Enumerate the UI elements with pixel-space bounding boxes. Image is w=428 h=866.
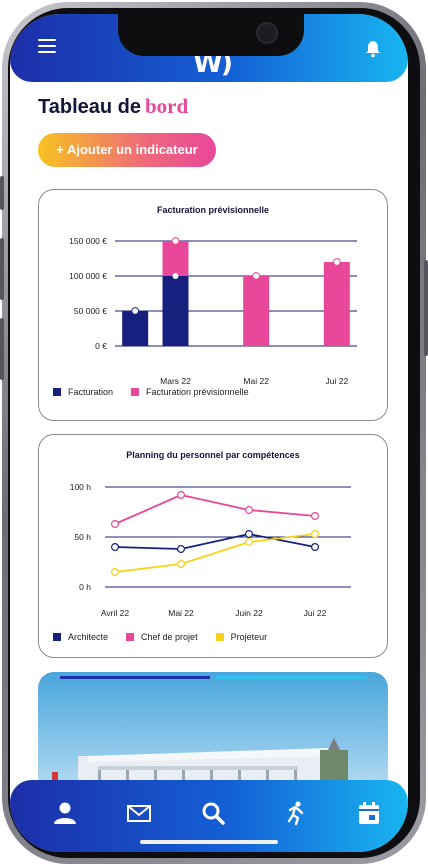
chart-title: Planning du personnel par compétences xyxy=(126,450,300,460)
y-tick-label: 0 h xyxy=(79,582,91,592)
legend-label: Projeteur xyxy=(230,632,268,642)
legend-item: Architecte xyxy=(53,632,108,642)
front-camera xyxy=(256,22,278,44)
legend-swatch xyxy=(53,388,61,396)
legend-item: Facturation xyxy=(53,387,113,397)
legend-swatch xyxy=(53,633,61,641)
staff-planning-chart: 100 h 50 h 0 h Avril 22 Mai 22 Juin 22 Jui 22 xyxy=(70,482,351,618)
y-tick-label: 150 000 € xyxy=(69,236,107,246)
bar xyxy=(122,311,149,346)
y-tick-label: 100 000 € xyxy=(69,271,107,281)
series-line xyxy=(114,533,316,573)
phone-side-button xyxy=(0,238,4,300)
x-tick-label: Mai 22 xyxy=(243,376,269,386)
x-tick-label: Juin 22 xyxy=(235,608,263,618)
page-title: Tableau de bord xyxy=(38,94,188,119)
phone-side-button xyxy=(0,318,4,380)
flag-icon xyxy=(52,772,58,780)
data-point xyxy=(110,519,119,528)
legend-label: Facturation prévisionnelle xyxy=(146,387,249,397)
hamburger-icon[interactable] xyxy=(38,39,56,53)
y-tick-label: 50 000 € xyxy=(74,306,107,316)
phone-side-button xyxy=(0,176,4,210)
chart-title: Facturation prévisionnelle xyxy=(156,205,270,215)
user-icon[interactable] xyxy=(52,800,78,826)
billing-forecast-card: Facturation prévisionnelle 150 000 € 100 … xyxy=(38,189,388,421)
bar xyxy=(243,276,270,346)
data-point xyxy=(311,529,320,538)
page-title-accent: bord xyxy=(145,94,189,118)
x-tick-label: Avril 22 xyxy=(101,608,129,618)
legend-swatch xyxy=(131,388,140,396)
x-tick-label: Jui 22 xyxy=(304,608,327,618)
carousel-indicator[interactable] xyxy=(216,676,366,679)
mail-icon[interactable] xyxy=(126,800,152,826)
legend-swatch xyxy=(215,633,224,641)
legend-item: Projeteur xyxy=(215,632,268,642)
data-point xyxy=(311,542,320,551)
data-point xyxy=(311,511,320,520)
data-point xyxy=(245,529,254,538)
data-point xyxy=(177,544,186,553)
data-point-marker xyxy=(172,273,179,279)
legend-swatch xyxy=(126,633,135,641)
search-icon[interactable] xyxy=(200,800,226,826)
y-tick-label: 100 h xyxy=(70,482,92,492)
home-indicator xyxy=(140,840,278,844)
carousel-indicator-active[interactable] xyxy=(60,676,210,679)
legend-label: Architecte xyxy=(68,632,109,642)
x-tick-label: Mars 22 xyxy=(160,376,191,386)
bar xyxy=(162,276,189,346)
data-point xyxy=(177,490,186,499)
series-line xyxy=(114,533,316,550)
calendar-icon[interactable] xyxy=(356,800,382,826)
chart-legend: Architecte Chef de projet Projeteur xyxy=(53,632,267,642)
legend-item: Chef de projet xyxy=(126,632,198,642)
bar xyxy=(323,262,350,346)
data-point xyxy=(110,568,119,577)
staff-planning-card: Planning du personnel par compétences 10… xyxy=(38,434,388,658)
legend-label: Chef de projet xyxy=(141,632,198,642)
data-point-marker xyxy=(131,307,140,315)
add-indicator-button[interactable]: + Ajouter un indicateur xyxy=(38,133,216,167)
phone-side-button xyxy=(424,260,428,356)
x-tick-label: Jui 22 xyxy=(325,376,348,386)
data-point-marker xyxy=(252,272,261,280)
run-icon[interactable] xyxy=(282,800,308,826)
chart-legend: Facturation Facturation prévisionnelle xyxy=(53,387,249,397)
y-tick-label: 0 € xyxy=(95,341,107,351)
bell-icon[interactable] xyxy=(364,38,382,58)
billing-forecast-chart: 150 000 € 100 000 € 50 000 € 0 € Mars 22 Mai … xyxy=(69,236,357,386)
data-point xyxy=(177,559,186,568)
page-title-main: Tableau de xyxy=(38,96,141,118)
y-tick-label: 50 h xyxy=(74,532,91,542)
legend-label: Facturation xyxy=(68,387,114,397)
phone-notch xyxy=(118,14,304,56)
series-line xyxy=(114,494,316,525)
data-point xyxy=(110,542,119,551)
data-point-marker xyxy=(171,237,180,245)
x-tick-label: Mai 22 xyxy=(168,608,194,618)
app-screen: W) Tableau de bord + Ajouter un indicateu… xyxy=(10,14,408,852)
data-point xyxy=(245,537,254,546)
data-point-marker xyxy=(332,258,341,266)
data-point xyxy=(245,505,254,514)
bar xyxy=(162,241,189,276)
legend-item: Facturation prévisionnelle xyxy=(131,387,249,397)
